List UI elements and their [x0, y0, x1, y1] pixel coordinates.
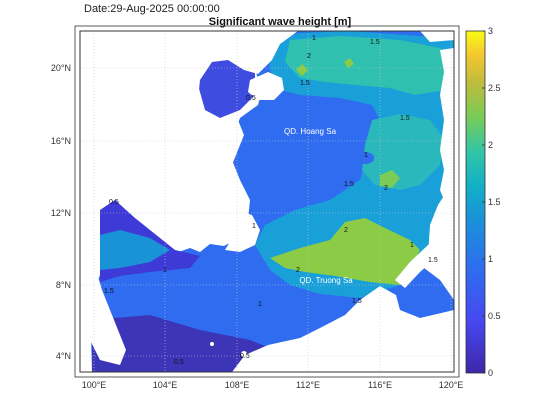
land-islet-1 [241, 351, 247, 357]
colorbar-ticks [482, 30, 485, 374]
contour-label: 1.5 [400, 115, 410, 122]
lat-tick-16: 16°N [51, 136, 71, 146]
contour-label: 1.5 [352, 298, 362, 305]
contour-label: 2 [344, 227, 348, 234]
contour-label: 1.5 [370, 39, 380, 46]
lon-tick-100: 100°E [82, 380, 107, 390]
contour-label: 1.5 [300, 80, 310, 87]
contour-fill-2-5 [270, 218, 420, 285]
lat-tick-8: 8°N [56, 280, 71, 290]
contour-label: 1.5 [428, 257, 438, 264]
graticule [80, 31, 454, 372]
lon-tick-120: 120°E [439, 380, 464, 390]
land-borneo [232, 286, 454, 372]
contour-label: 1 [252, 223, 256, 230]
land-luzon [440, 48, 454, 210]
land-malay-peninsula [80, 262, 126, 365]
contour-label: 0.5 [246, 95, 256, 102]
place-hoang-sa: QD. Hoang Sa [284, 127, 337, 136]
colorbar-tick-0: 0 [488, 368, 493, 378]
map-title: Significant wave height [m] [208, 16, 352, 28]
contour-fill-2-5-north [380, 170, 400, 188]
lat-tick-4: 4°N [56, 351, 71, 361]
contour-fill-hainan-east2 [344, 58, 354, 68]
contour-label: 2 [296, 267, 300, 274]
land-south-china [80, 31, 298, 262]
land-indochina [225, 210, 260, 252]
lon-tick-104: 104°E [153, 380, 178, 390]
land-islet-2 [210, 342, 214, 346]
lat-tick-20: 20°N [51, 63, 71, 73]
map-frame [79, 30, 455, 373]
colorbar-tick-3: 3 [488, 26, 493, 36]
contour-label: 2 [384, 185, 388, 192]
contour-label: 0.5 [240, 353, 250, 360]
lon-tick-116: 116°E [368, 380, 392, 390]
colorbar-tick-1: 1 [488, 254, 493, 264]
contour-label: 0.5 [174, 359, 184, 366]
contour-label: 1 [364, 152, 368, 159]
land-hainan [248, 72, 284, 100]
lon-tick-112: 112°E [296, 380, 320, 390]
contour-labels: 0.5 1 1.5 2 1.5 1 2 1.5 1.5 2 1 1 1.5 0.… [104, 35, 438, 366]
contour-label: 1 [258, 301, 262, 308]
colorbar-tick-2-5: 2.5 [488, 83, 501, 93]
lat-tick-12: 12°N [51, 208, 71, 218]
lon-tick-108: 108°E [225, 380, 250, 390]
contour-fill-1-pocket [356, 152, 374, 164]
map-outer-frame [74, 25, 460, 378]
colorbar-tick-0-5: 0.5 [488, 311, 501, 321]
colorbar-tick-2: 2 [488, 140, 493, 150]
date-label: Date:29-Aug-2025 00:00:00 [84, 3, 220, 15]
contour-fill-1-5 [255, 31, 454, 298]
contour-label: 1 [410, 242, 414, 249]
land-palawan [395, 232, 448, 288]
contour-fill-2 [285, 36, 452, 95]
contour-label: 1.5 [104, 288, 114, 295]
place-truong-sa: QD. Truong Sa [299, 276, 353, 285]
gulf-tonkin-sea [198, 55, 255, 118]
contour-label: 0.5 [109, 199, 119, 206]
colorbar-tick-1-5: 1.5 [488, 197, 501, 207]
contour-fill-1-5-west [100, 230, 170, 270]
contour-label: 1 [312, 35, 316, 42]
contour-label: 2 [307, 53, 311, 60]
land-taiwan [420, 31, 454, 42]
contour-fill-2-east [362, 114, 445, 190]
contour-label: 1 [163, 267, 167, 274]
contour-fill-hainan-east [296, 64, 308, 76]
contour-label: 1.5 [344, 181, 354, 188]
